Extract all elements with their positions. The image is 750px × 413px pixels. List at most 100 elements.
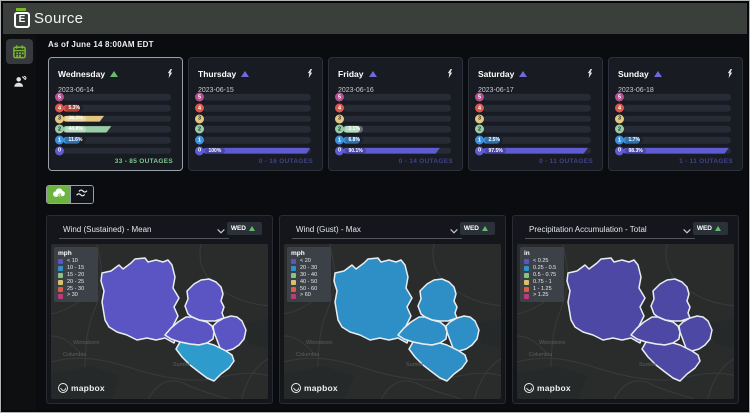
chevron-down-icon [217, 221, 225, 239]
county-east[interactable] [212, 315, 247, 352]
map-panels-row: Wind (Sustained) - Mean WED Winnsboro Colum… [46, 215, 745, 404]
level-badge: 3 [475, 114, 484, 124]
mapbox-wordmark: mapbox [71, 383, 105, 393]
metric-select-value: Wind (Sustained) - Mean [63, 225, 152, 234]
lightning-bolt-icon [447, 65, 453, 83]
probability-percent-label: 98.3% [625, 148, 646, 155]
level-badge: 0 [475, 146, 484, 156]
level-badge: 2 [195, 124, 204, 134]
legend-color-swatch [58, 273, 63, 279]
day-card-header: Wednesday [49, 58, 182, 83]
legend-range-label: 0.25 - 0.5 [533, 264, 557, 271]
probability-percent-label: 2.5% [485, 136, 504, 144]
county-west[interactable] [566, 257, 646, 344]
sidebar-item-forecast[interactable] [6, 39, 33, 64]
map-canvas[interactable]: Winnsboro Columbia Sumter mph < 10 10 - 15 15 … [51, 244, 268, 399]
legend-range-label: < 10 [67, 258, 78, 264]
map-canvas[interactable]: Winnsboro Columbia Sumter in < 0.25 0.25 - 0.… [517, 244, 734, 399]
mapbox-attribution[interactable]: mapbox [58, 383, 105, 393]
outage-range-label: 0 - 16 OUTAGES [258, 158, 313, 165]
chevron-down-icon [450, 221, 458, 239]
map-place-label: Sumter [639, 362, 657, 368]
probability-row-level-5: 5 [469, 92, 602, 103]
legend-range-label: 20 - 30 [300, 264, 318, 271]
probability-bar-track [623, 126, 731, 133]
day-card-date: 2023-06-18 [618, 87, 654, 94]
day-card-saturday[interactable]: Saturday 2023-06-17 5 4 3 2 1 2.5% 0 97.5% 0 - 11 … [468, 57, 603, 171]
selected-day-badge-label: WED [463, 225, 479, 232]
map-place-label: Winnsboro [73, 340, 99, 346]
county-south[interactable] [641, 341, 701, 382]
probability-bar-fill: 97.5% [483, 148, 588, 155]
level-badge: 4 [335, 103, 344, 113]
probability-bar-track [483, 126, 591, 133]
legend-color-swatch [58, 279, 63, 285]
probability-bar-track: 90.1% [343, 147, 451, 155]
county-northeast[interactable] [184, 278, 225, 322]
probability-row-level-3: 3 [329, 113, 462, 124]
metric-select-value: Precipitation Accumulation - Total [529, 225, 647, 234]
county-east[interactable] [678, 315, 713, 352]
probability-bar-track [203, 136, 311, 144]
map-place-label: Winnsboro [539, 340, 565, 346]
probability-bar-track [203, 115, 311, 122]
probability-bar-fill: 90.1% [343, 148, 440, 155]
level-badge: 4 [55, 103, 64, 113]
county-west[interactable] [100, 257, 180, 344]
probability-bar-fill: 44.8% [63, 126, 111, 133]
metric-select[interactable]: Precipitation Accumulation - Total [525, 221, 695, 239]
day-card-header: Thursday [189, 58, 322, 83]
county-east[interactable] [445, 315, 480, 352]
probability-bar-track: 44.8% [63, 126, 171, 133]
level-badge: 2 [615, 124, 624, 134]
probability-bar-fill: 6.8% [343, 136, 364, 144]
day-card-date: 2023-06-14 [58, 87, 94, 94]
probability-row-level-2: 2 [189, 124, 322, 135]
toggle-storm-button[interactable] [47, 186, 70, 203]
outage-probability-rows: 5 4 5.3% 3 38.3% 2 44.8% 1 11.6% 0 [49, 92, 182, 156]
metric-select[interactable]: Wind (Gust) - Max [292, 221, 462, 239]
day-card-thursday[interactable]: Thursday 2023-06-15 5 4 3 2 1 0 100% 0 - 16 OUTAG… [188, 57, 323, 171]
level-badge: 2 [55, 124, 64, 134]
metric-select[interactable]: Wind (Sustained) - Mean [59, 221, 229, 239]
day-card-wednesday[interactable]: Wednesday 2023-06-14 5 4 5.3% 3 38.3% 2 44.8% 1 11… [48, 57, 183, 171]
legend-color-swatch [291, 286, 296, 292]
selected-day-badge: WED [226, 222, 262, 235]
county-south[interactable] [175, 341, 235, 382]
mapbox-attribution[interactable]: mapbox [291, 383, 338, 393]
trend-up-icon [653, 71, 662, 77]
mapbox-attribution[interactable]: mapbox [524, 383, 571, 393]
probability-bar-track [343, 94, 451, 101]
county-northeast[interactable] [650, 278, 691, 322]
toggle-wind-button[interactable] [70, 186, 93, 203]
map-place-label: Sumter [173, 362, 191, 368]
legend-color-swatch [524, 259, 529, 265]
probability-bar-track [343, 115, 451, 122]
probability-row-level-2: 2 [609, 124, 742, 135]
lightning-bolt-icon [587, 65, 593, 83]
day-card-sunday[interactable]: Sunday 2023-06-18 5 4 3 2 1 1.7% 0 98.3% 1 - 11 OU… [608, 57, 743, 171]
level-badge: 3 [55, 114, 64, 124]
legend-range-label: 0.75 - 1 [533, 278, 552, 285]
day-card-friday[interactable]: Friday 2023-06-16 5 4 3 2 3.1% 1 6.8% 0 90.1% 0 - 1… [328, 57, 463, 171]
probability-row-level-5: 5 [329, 92, 462, 103]
probability-bar-track [623, 115, 731, 122]
legend-color-swatch [291, 273, 296, 279]
probability-bar-track [343, 104, 451, 112]
day-card-title: Sunday [618, 69, 649, 79]
county-northeast[interactable] [417, 278, 458, 322]
county-south[interactable] [408, 341, 468, 382]
probability-bar-track [203, 126, 311, 133]
legend-color-swatch [524, 279, 529, 285]
day-card-title: Wednesday [58, 69, 106, 79]
map-canvas[interactable]: Winnsboro Columbia Sumter mph < 20 20 - 30 30 … [284, 244, 501, 399]
legend-item: < 10 [58, 258, 94, 265]
sidebar-item-crews[interactable] [6, 69, 33, 94]
trend-up-icon [482, 226, 488, 231]
legend-range-label: 10 - 15 [67, 264, 85, 271]
probability-row-level-5: 5 [609, 92, 742, 103]
county-west[interactable] [333, 257, 413, 344]
legend-color-swatch [291, 279, 296, 285]
panel-wind-sustained-mean: Wind (Sustained) - Mean WED Winnsboro Colum… [46, 215, 273, 404]
probability-row-level-4: 4 [329, 103, 462, 114]
